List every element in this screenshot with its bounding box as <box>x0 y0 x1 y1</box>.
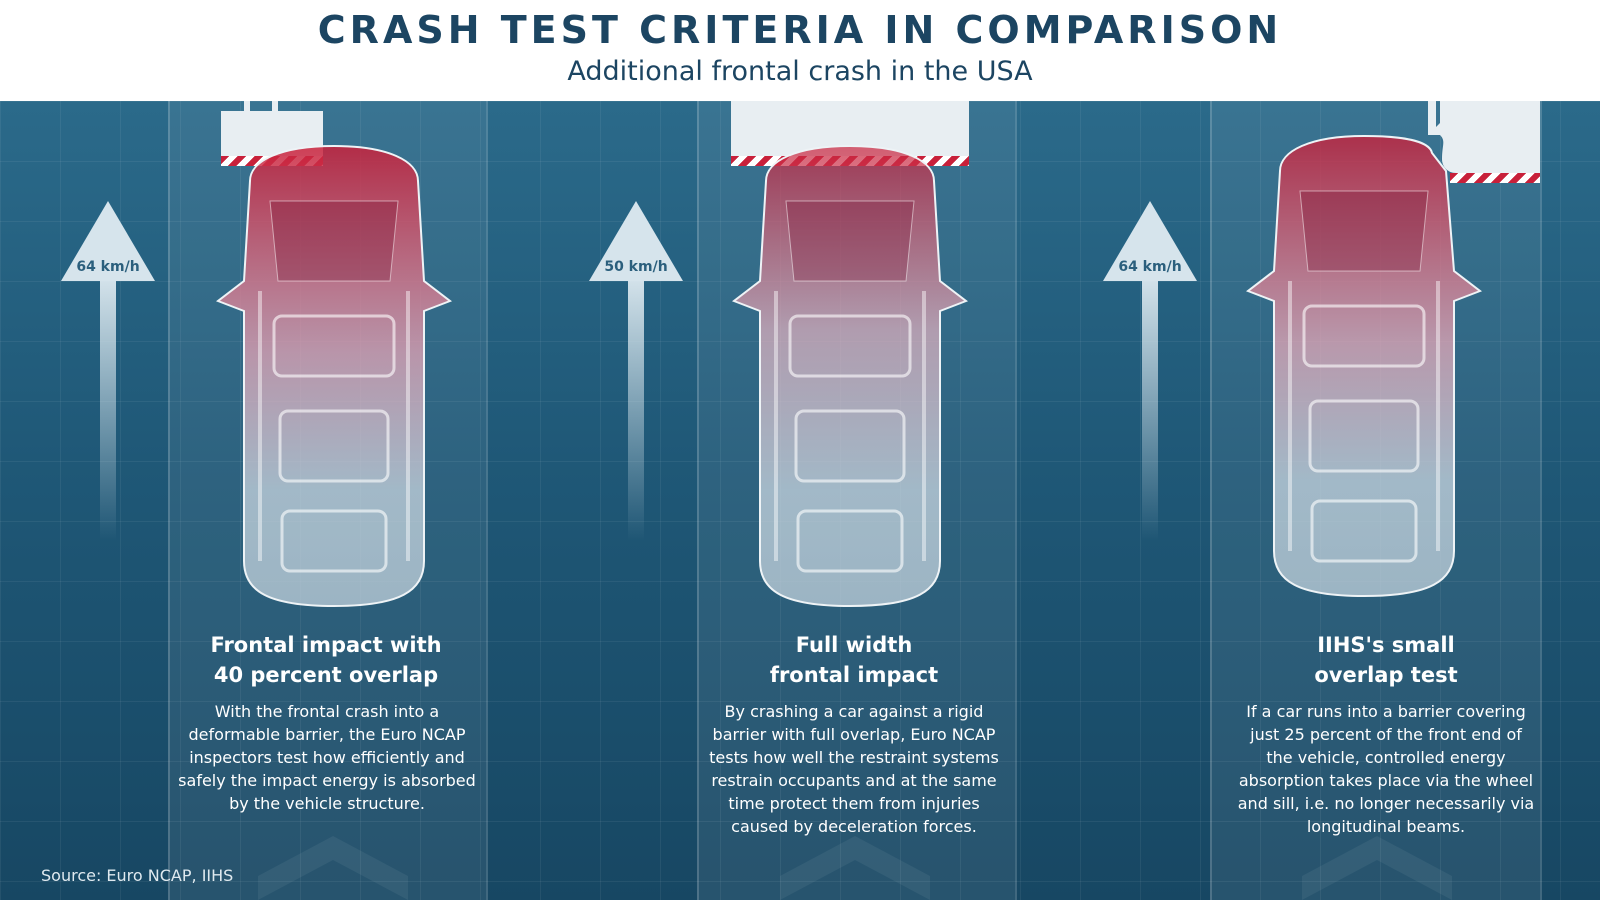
test-1-description: With the frontal crash into a deformable… <box>178 702 476 813</box>
heading-line: Frontal impact with <box>210 633 442 657</box>
lane-divider <box>697 101 699 900</box>
lane-divider <box>486 101 488 900</box>
car-icon <box>731 144 969 608</box>
barrier-post <box>272 101 278 111</box>
lane-divider <box>1210 101 1212 900</box>
speed-label: 50 km/h <box>604 259 668 275</box>
chevron-up-icon <box>1302 836 1452 900</box>
lane-divider <box>1015 101 1017 900</box>
test-1-heading: Frontal impact with 40 percent overlap <box>161 630 491 690</box>
heading-line: 40 percent overlap <box>213 663 439 687</box>
page-title: CRASH TEST CRITERIA IN COMPARISON <box>317 8 1283 52</box>
heading-line: frontal impact <box>769 663 939 687</box>
up-arrow-icon <box>589 201 683 541</box>
source-note: Source: Euro NCAP, IIHS <box>41 866 234 885</box>
car-icon <box>215 144 453 608</box>
test-2-description: By crashing a car against a rigid barrie… <box>709 702 999 836</box>
up-arrow-icon <box>61 201 155 541</box>
test-2-heading: Full width frontal impact <box>689 630 1019 690</box>
header: CRASH TEST CRITERIA IN COMPARISON Additi… <box>0 0 1600 101</box>
heading-line: IIHS's small <box>1317 633 1455 657</box>
diagram-area: 64 km/h 50 km/h 64 km/h <box>0 101 1600 900</box>
car-icon <box>1245 134 1483 598</box>
up-arrow-icon <box>1103 201 1197 541</box>
lane-divider <box>168 101 170 900</box>
barrier-post <box>244 101 250 111</box>
chevron-up-icon <box>258 836 408 900</box>
lane-divider <box>1540 101 1542 900</box>
test-3-description: If a car runs into a barrier covering ju… <box>1237 702 1535 836</box>
speed-label: 64 km/h <box>76 259 140 275</box>
test-3-heading: IIHS's small overlap test <box>1221 630 1551 690</box>
chevron-up-icon <box>780 836 930 900</box>
small-overlap-barrier <box>1428 101 1540 173</box>
heading-line: overlap test <box>1314 663 1458 687</box>
speed-label: 64 km/h <box>1118 259 1182 275</box>
page-subtitle: Additional frontal crash in the USA <box>567 56 1033 87</box>
heading-line: Full width <box>795 633 913 657</box>
barrier-impact-stripe <box>1450 173 1540 183</box>
